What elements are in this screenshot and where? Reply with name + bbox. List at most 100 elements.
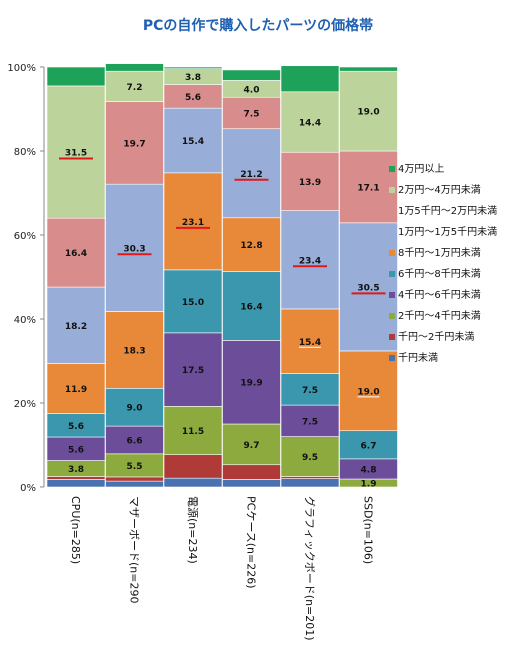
legend-label: 6千円～8千円未満 [398,268,481,280]
legend-label: 8千円～1万円未満 [398,247,481,259]
data-label: 16.4 [65,249,87,259]
bar-segment [46,217,106,288]
bar-segment [280,308,340,374]
bar-segment [222,464,281,480]
y-tick-label: 100% [7,63,36,74]
data-label: 21.2 [240,170,262,180]
data-label: 4.0 [244,85,260,95]
data-label: 3.8 [185,73,201,83]
bar-segment [339,350,398,432]
bar-segment [280,65,340,93]
bar-segment [222,69,281,81]
chart-title: PCの自作で購入したパーツの価格帯 [143,17,373,34]
data-label: 5.6 [68,445,84,455]
data-label: 15.4 [299,338,321,348]
bar-segment [105,70,164,102]
legend-swatch [389,166,395,172]
y-tick-label: 20% [14,399,36,410]
bar-segment [339,70,398,152]
data-label: 5.6 [185,93,201,103]
bar-segment [163,332,223,407]
data-label: 7.5 [302,417,318,427]
legend-label: 千円～2千円未満 [398,331,474,343]
bar-segment [163,172,223,271]
data-label: 3.8 [68,465,84,475]
bar-segment [222,271,281,341]
bar-segment [339,66,398,72]
bar-segment [46,66,106,87]
data-label: 12.8 [240,241,262,251]
data-label: 19.7 [123,139,145,149]
bar-segment [280,91,340,153]
data-label: 30.3 [123,244,145,254]
data-label: 19.9 [240,379,262,389]
y-tick-label: 40% [14,315,36,326]
bar-segment [163,406,223,455]
legend-label: 4万円以上 [398,163,444,175]
x-axis-categories: CPU(n=285) マザーボード(n=290 電源(n=234) PCケース(n=2… [69,496,375,641]
data-label: 6.7 [361,441,377,451]
bar-segment [105,425,164,455]
data-label: 11.5 [182,427,204,437]
legend-label: 1万円～1万5千円未満 [398,226,497,238]
data-labels: 3.8 5.6 5.6 11.9 18.2 16.4 31.5 5.5 6.6 9.0 18.3 30… [59,73,386,490]
legend-label: 2万円～4万円未満 [398,184,481,196]
data-label: 4.8 [361,465,377,475]
data-label: 14.4 [299,119,321,129]
legend-swatch [389,250,395,256]
bar-segment [222,340,281,425]
bar-segment [105,311,164,389]
bar-segment [46,286,106,364]
category-label: 電源(n=234) [186,496,200,564]
legend-swatch [389,208,395,214]
legend: 4万円以上 2万円～4万円未満 1万5千円～2万円未満 1万円～1万5千円未満 8千円～… [389,163,497,364]
bar-segment [105,480,164,488]
bar-segment [280,210,340,310]
category-label: PCケース(n=226) [245,496,258,589]
data-label: 15.0 [182,298,204,308]
bar-segment [339,222,398,352]
y-axis: 0% 20% 40% 60% 80% 100% [7,63,45,494]
bars [46,63,398,488]
data-label: 31.5 [65,149,87,159]
bar-segment [163,66,223,69]
bar-segment [339,430,398,460]
legend-swatch [389,229,395,235]
bar-segment [222,479,281,488]
bar-segment [46,479,106,488]
bar-segment [280,151,340,211]
bar-segment [163,269,223,334]
data-label: 7.5 [302,386,318,396]
data-label: 5.6 [68,422,84,432]
bar-segment [222,96,281,130]
data-label: 7.2 [127,83,143,93]
data-label: 9.7 [244,441,260,451]
data-label: 18.3 [123,346,145,356]
data-label: 19.0 [357,108,379,118]
legend-label: 2千円～4千円未満 [398,310,481,322]
bar-segment [46,363,106,414]
legend-swatch [389,271,395,277]
legend-swatch [389,187,395,193]
bar-segment [280,478,340,488]
legend-swatch [389,334,395,340]
category-label: CPU(n=285) [69,496,82,564]
bar-segment [105,183,164,312]
bar-segment [280,404,340,437]
data-label: 11.9 [65,385,87,395]
legend-label: 千円未満 [398,352,438,364]
y-tick-label: 60% [14,231,36,242]
bar-segment [46,85,106,219]
data-label: 30.5 [357,283,379,293]
bar-segment [163,454,223,479]
legend-label: 4千円～6千円未満 [398,289,481,301]
data-label: 18.2 [65,322,87,332]
data-label: 5.5 [127,462,143,472]
data-label: 9.0 [127,404,143,414]
bar-segment [105,476,164,482]
category-label: グラフィックボード(n=201) [303,496,317,641]
bar-segment [222,423,281,466]
bar-segment [222,128,281,219]
data-label: 13.9 [299,178,321,188]
